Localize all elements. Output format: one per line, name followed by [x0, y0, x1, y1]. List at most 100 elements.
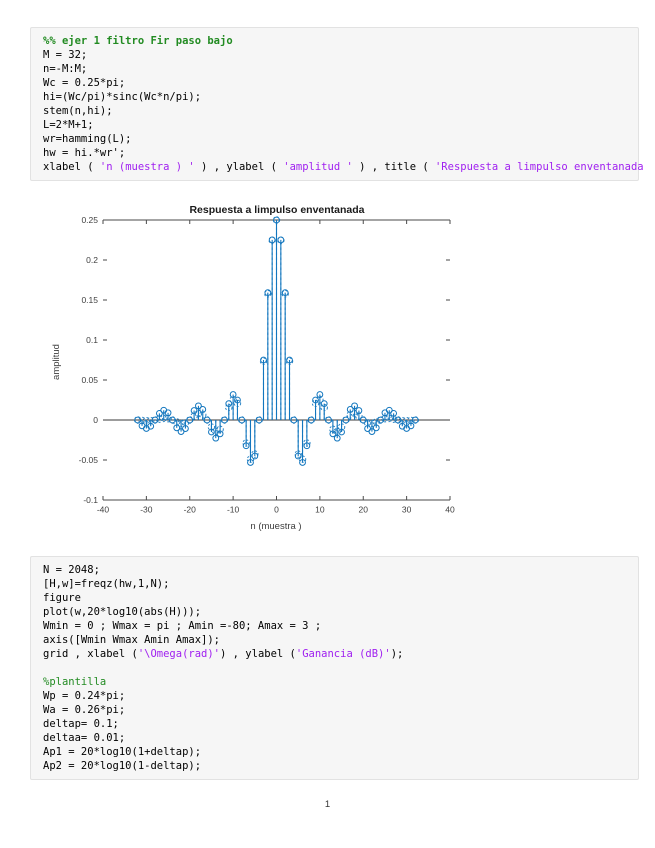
stem-marker — [394, 416, 402, 424]
x-tick-label: -40 — [97, 505, 110, 515]
stem-marker — [342, 416, 350, 424]
x-axis-label: n (muestra ) — [250, 521, 301, 532]
code-line: Wc = 0.25*pi; — [43, 76, 638, 90]
y-tick-label: -0.05 — [79, 455, 99, 465]
code-text: M = 32; — [43, 49, 88, 61]
code-text: hw = hi.*wr'; — [43, 147, 126, 159]
stem-marker — [377, 416, 385, 424]
code-line: hw = hi.*wr'; — [43, 146, 638, 160]
stem-marker — [169, 416, 176, 424]
code-line: stem(n,hi); — [43, 104, 638, 118]
code-line: xlabel ( 'n (muestra ) ' ) , ylabel ( 'a… — [43, 160, 644, 174]
stem-marker — [268, 236, 276, 244]
x-tick-label: -10 — [227, 505, 240, 515]
code-text: hi=(Wc/pi)*sinc(Wc*n/pi); — [43, 91, 202, 103]
stem-marker — [372, 424, 380, 432]
code-line: deltap= 0.1; — [43, 717, 638, 731]
code-text: ); — [390, 648, 404, 660]
code-line: Wmin = 0 ; Wmax = pi ; Amin =-80; Amax =… — [43, 619, 638, 633]
code-text: xlabel ( — [43, 161, 100, 173]
x-tick-label: 20 — [359, 505, 369, 515]
stem-marker — [247, 459, 254, 466]
y-tick-label: -0.1 — [83, 495, 98, 505]
stem-marker — [208, 428, 215, 436]
stem-marker — [294, 450, 302, 458]
stem-marker — [389, 415, 398, 423]
stem-marker — [294, 452, 302, 460]
code-line: plot(w,20*log10(abs(H))); — [43, 605, 638, 619]
x-tick-label: -30 — [140, 505, 153, 515]
stem-marker — [151, 416, 159, 424]
code-text: axis([Wmin Wmax Amin Amax]); — [43, 634, 221, 646]
stem-marker — [234, 396, 241, 404]
matlab-code-block-1: %% ejer 1 filtro Fir paso bajo M = 32; n=-… — [30, 27, 644, 181]
code-text: wr=hamming(L); — [43, 133, 132, 145]
stem-marker — [359, 416, 367, 424]
stem-marker — [264, 289, 272, 297]
code-text: Wa = 0.26*pi; — [43, 704, 126, 716]
stem-marker — [277, 236, 285, 244]
code-string: 'amplitud ' — [283, 161, 353, 173]
stem-marker — [325, 416, 332, 424]
stem-marker — [281, 289, 289, 297]
stem-marker — [286, 356, 293, 364]
stem-marker — [147, 422, 155, 430]
stem-marker — [242, 439, 250, 447]
stem-marker — [368, 428, 376, 436]
code-text: ) , ylabel ( — [194, 161, 284, 173]
stem-marker — [164, 409, 172, 417]
stem-marker — [385, 414, 393, 423]
plot-content: -40 -30 -20 -10 0 10 20 30 40 0.25 0.2 0.15 0.1 0.05 0… — [79, 215, 455, 515]
code-string: 'Ganancia (dB)' — [295, 648, 391, 660]
page-number: 1 — [324, 799, 331, 810]
code-text: Wmin = 0 ; Wmax = pi ; Amin =-80; Amax =… — [43, 620, 322, 632]
stem-marker — [411, 416, 419, 424]
code-line: Ap2 = 20*log10(1-deltap); — [43, 759, 638, 773]
code-line: deltaa= 0.01; — [43, 731, 638, 745]
stem-marker — [221, 416, 228, 424]
stem-marker — [199, 406, 207, 413]
stem-marker — [351, 402, 358, 410]
stem-plot-svg: Respuesta a limpulso enventanada amplitu… — [51, 204, 455, 532]
code-line: %plantilla — [43, 675, 638, 689]
code-text: deltaa= 0.01; — [43, 732, 126, 744]
x-tick-label: 10 — [315, 505, 325, 515]
code-string: 'n (muestra ) ' — [99, 161, 195, 173]
stem-marker — [338, 428, 345, 436]
stem-marker — [242, 442, 250, 450]
stem-marker — [273, 216, 280, 224]
code-text: [H,w]=freqz(hw,1,N); — [43, 578, 170, 590]
stem-marker — [385, 406, 393, 414]
stem-marker — [238, 416, 246, 424]
stem-marker — [303, 439, 311, 447]
stem-marker — [312, 396, 319, 404]
code-line: grid , xlabel ('\Omega(rad)') , ylabel (… — [43, 647, 638, 661]
stem-marker — [195, 402, 202, 410]
stem-marker — [216, 430, 224, 438]
code-line: M = 32; — [43, 48, 638, 62]
stem-marker — [155, 415, 164, 423]
code-line: %% ejer 1 filtro Fir paso bajo — [43, 34, 638, 48]
stem-marker — [303, 442, 311, 450]
code-line: figure — [43, 591, 638, 605]
code-text: stem(n,hi); — [43, 105, 113, 117]
stem-marker — [329, 430, 337, 438]
stem-marker — [307, 416, 315, 424]
code-line: axis([Wmin Wmax Amin Amax]); — [43, 633, 638, 647]
code-text: Ap1 = 20*log10(1+deltap); — [43, 746, 202, 758]
matlab-code-block-2: N = 2048; [H,w]=freqz(hw,1,N); figure plot(… — [30, 556, 639, 780]
code-text: Wp = 0.24*pi; — [43, 690, 126, 702]
stem-marker — [225, 400, 233, 408]
stem-marker — [320, 400, 328, 408]
code-line: N = 2048; — [43, 563, 638, 577]
stem-marker — [251, 452, 259, 460]
code-string: '\Omega(rad)' — [137, 648, 221, 660]
code-line: Wp = 0.24*pi; — [43, 689, 638, 703]
code-text: plot(w,20*log10(abs(H))); — [43, 606, 202, 618]
stem-marker — [316, 391, 324, 398]
code-line: L=2*M+1; — [43, 118, 638, 132]
stem-marker — [173, 424, 181, 432]
stem-marker — [186, 416, 194, 424]
stem-marker — [346, 406, 354, 413]
